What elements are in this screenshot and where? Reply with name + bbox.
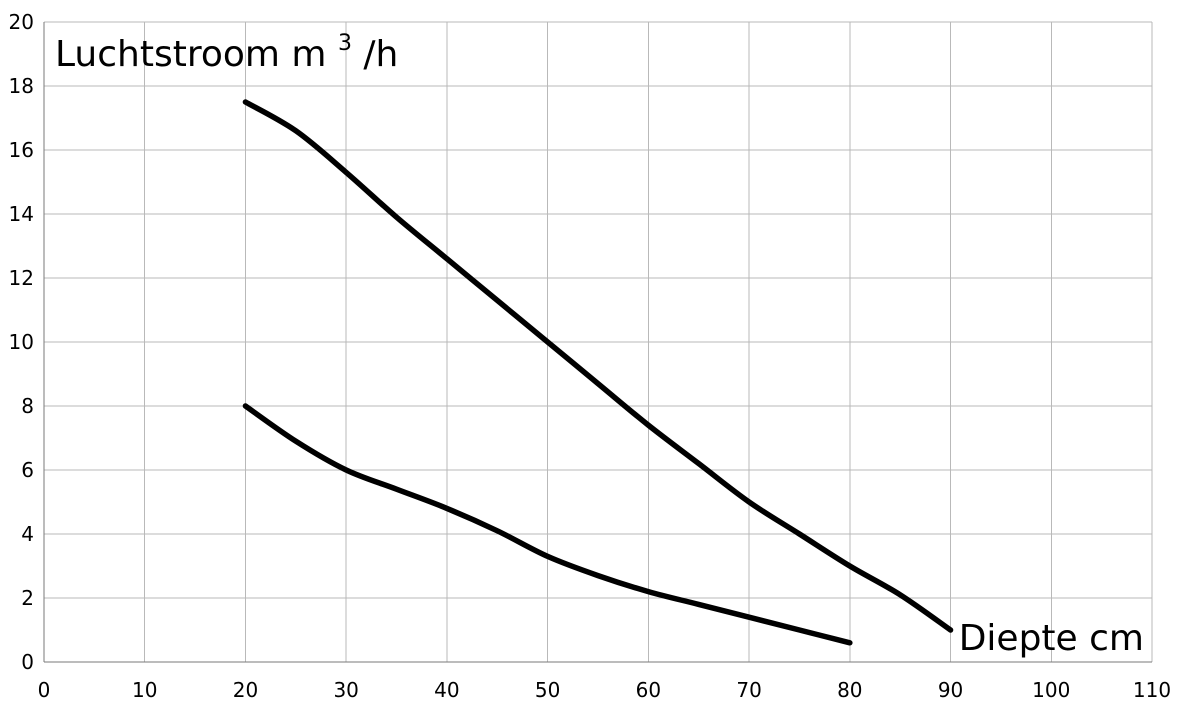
- x-tick-label-5: 50: [535, 678, 560, 702]
- y-tick-label-8: 16: [9, 138, 34, 162]
- y-tick-label-4: 8: [21, 394, 34, 418]
- axes: [43, 22, 1152, 663]
- y-tick-label-9: 18: [9, 74, 34, 98]
- x-tick-label-1: 10: [132, 678, 157, 702]
- y-axis-title-tail: /h: [363, 34, 398, 75]
- x-tick-label-10: 100: [1032, 678, 1070, 702]
- x-tick-label-11: 110: [1133, 678, 1171, 702]
- y-tick-label-7: 14: [9, 202, 34, 226]
- y-tick-label-10: 20: [9, 10, 34, 34]
- y-tick-label-6: 12: [9, 266, 34, 290]
- y-tick-label-3: 6: [21, 458, 34, 482]
- y-tick-label-0: 0: [21, 650, 34, 674]
- series-line-1: [242, 99, 954, 633]
- y-tick-label-5: 10: [9, 330, 34, 354]
- x-tick-label-3: 30: [333, 678, 358, 702]
- grid: [43, 21, 1153, 663]
- series-layer: [242, 99, 954, 646]
- tick-labels: 0 2 4 6 8 10 12 14 16 18 20 0 10 20 30 40 50 60 70 80 90 100 1…: [9, 10, 1172, 702]
- y-tick-label-2: 4: [21, 522, 34, 546]
- x-axis-title: Diepte cm: [959, 618, 1144, 659]
- x-tick-label-4: 40: [434, 678, 459, 702]
- x-tick-label-2: 20: [233, 678, 258, 702]
- x-tick-label-6: 60: [636, 678, 661, 702]
- series-line-2: [242, 403, 853, 646]
- y-tick-label-1: 2: [21, 586, 34, 610]
- x-tick-label-0: 0: [38, 678, 51, 702]
- y-axis-title: Luchtstroom m 3 /h: [55, 18, 398, 75]
- x-tick-label-9: 90: [938, 678, 963, 702]
- x-tick-label-8: 80: [837, 678, 862, 702]
- x-tick-label-7: 70: [736, 678, 761, 702]
- y-axis-title-main: Luchtstroom m: [55, 34, 326, 75]
- y-axis-title-superscript: 3: [338, 31, 352, 56]
